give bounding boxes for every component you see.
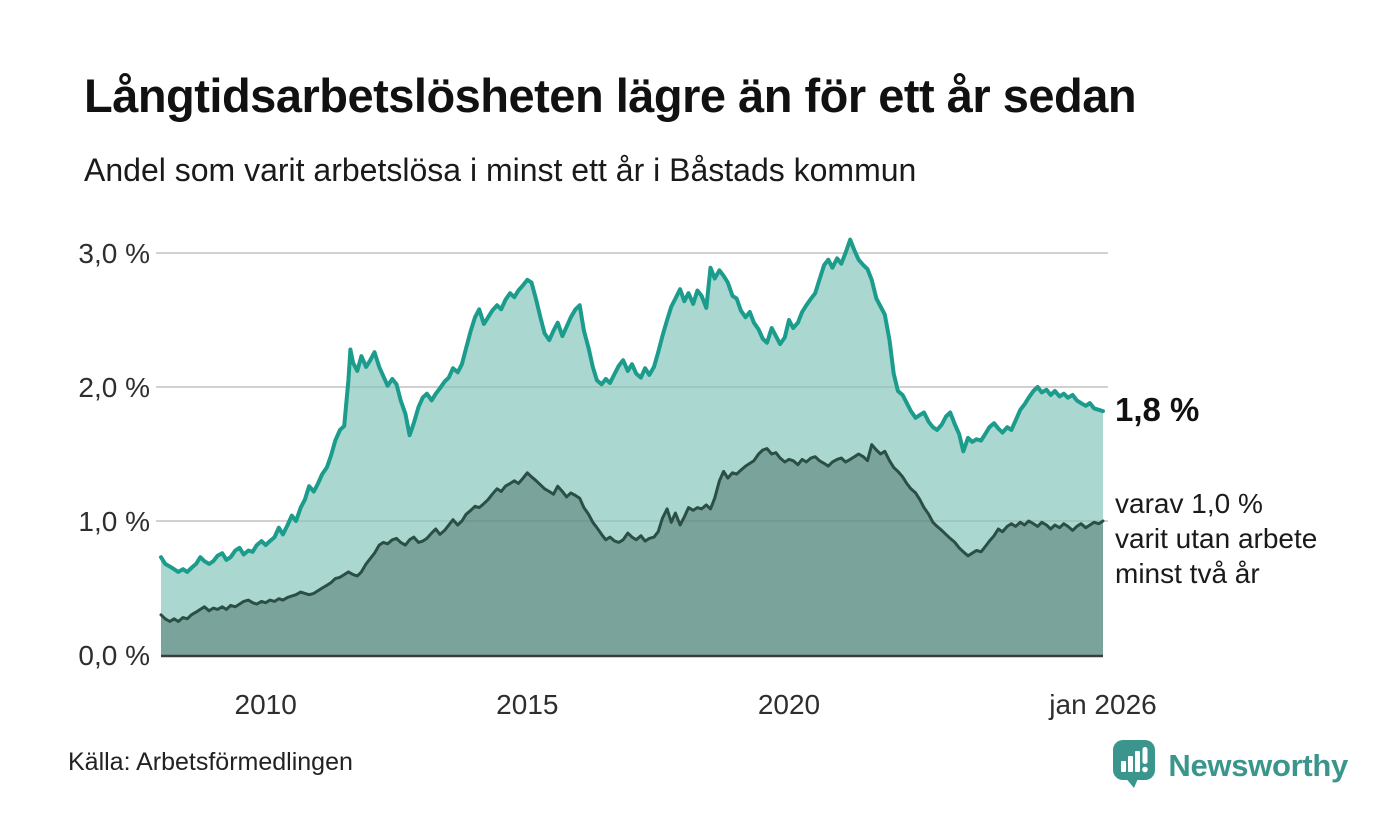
page-title: Långtidsarbetslösheten lägre än för ett … (84, 69, 1137, 122)
y-tick-label: 3,0 % (78, 238, 150, 269)
x-tick-label: jan 2026 (1048, 689, 1156, 720)
tick-labels: 0,0 % 1,0 % 2,0 % 3,0 % 2010 2015 2020 jan 2026 (78, 238, 1156, 720)
area-series-2 (161, 444, 1103, 655)
source-attribution: Källa: Arbetsförmedlingen (68, 748, 353, 776)
note-line-1: varav 1,0 % (1115, 488, 1263, 519)
line-series-1 (159, 237, 1105, 574)
page-subtitle: Andel som varit arbetslösa i minst ett å… (84, 152, 917, 188)
newsworthy-logo: Newsworthy (1111, 738, 1348, 793)
line-series-2 (159, 443, 1105, 623)
y-tick-label: 0,0 % (78, 640, 150, 671)
note-line-2: varit utan arbete (1115, 523, 1318, 554)
chart-areas (161, 239, 1103, 655)
latest-value-label: 1,8 % (1115, 391, 1200, 428)
x-tick-label: 2020 (758, 689, 820, 720)
newsworthy-logo-text: Newsworthy (1168, 747, 1348, 783)
secondary-series-note: varav 1,0 % varit utan arbete minst två … (1115, 486, 1317, 591)
gridlines-overlay (156, 252, 1108, 522)
x-tick-label: 2010 (235, 689, 297, 720)
newsworthy-logo-icon (1111, 738, 1157, 793)
note-line-3: minst två år (1115, 558, 1260, 589)
y-tick-label: 1,0 % (78, 506, 150, 537)
x-tick-label: 2015 (496, 689, 558, 720)
chart-lines (159, 237, 1105, 623)
y-tick-label: 2,0 % (78, 372, 150, 403)
